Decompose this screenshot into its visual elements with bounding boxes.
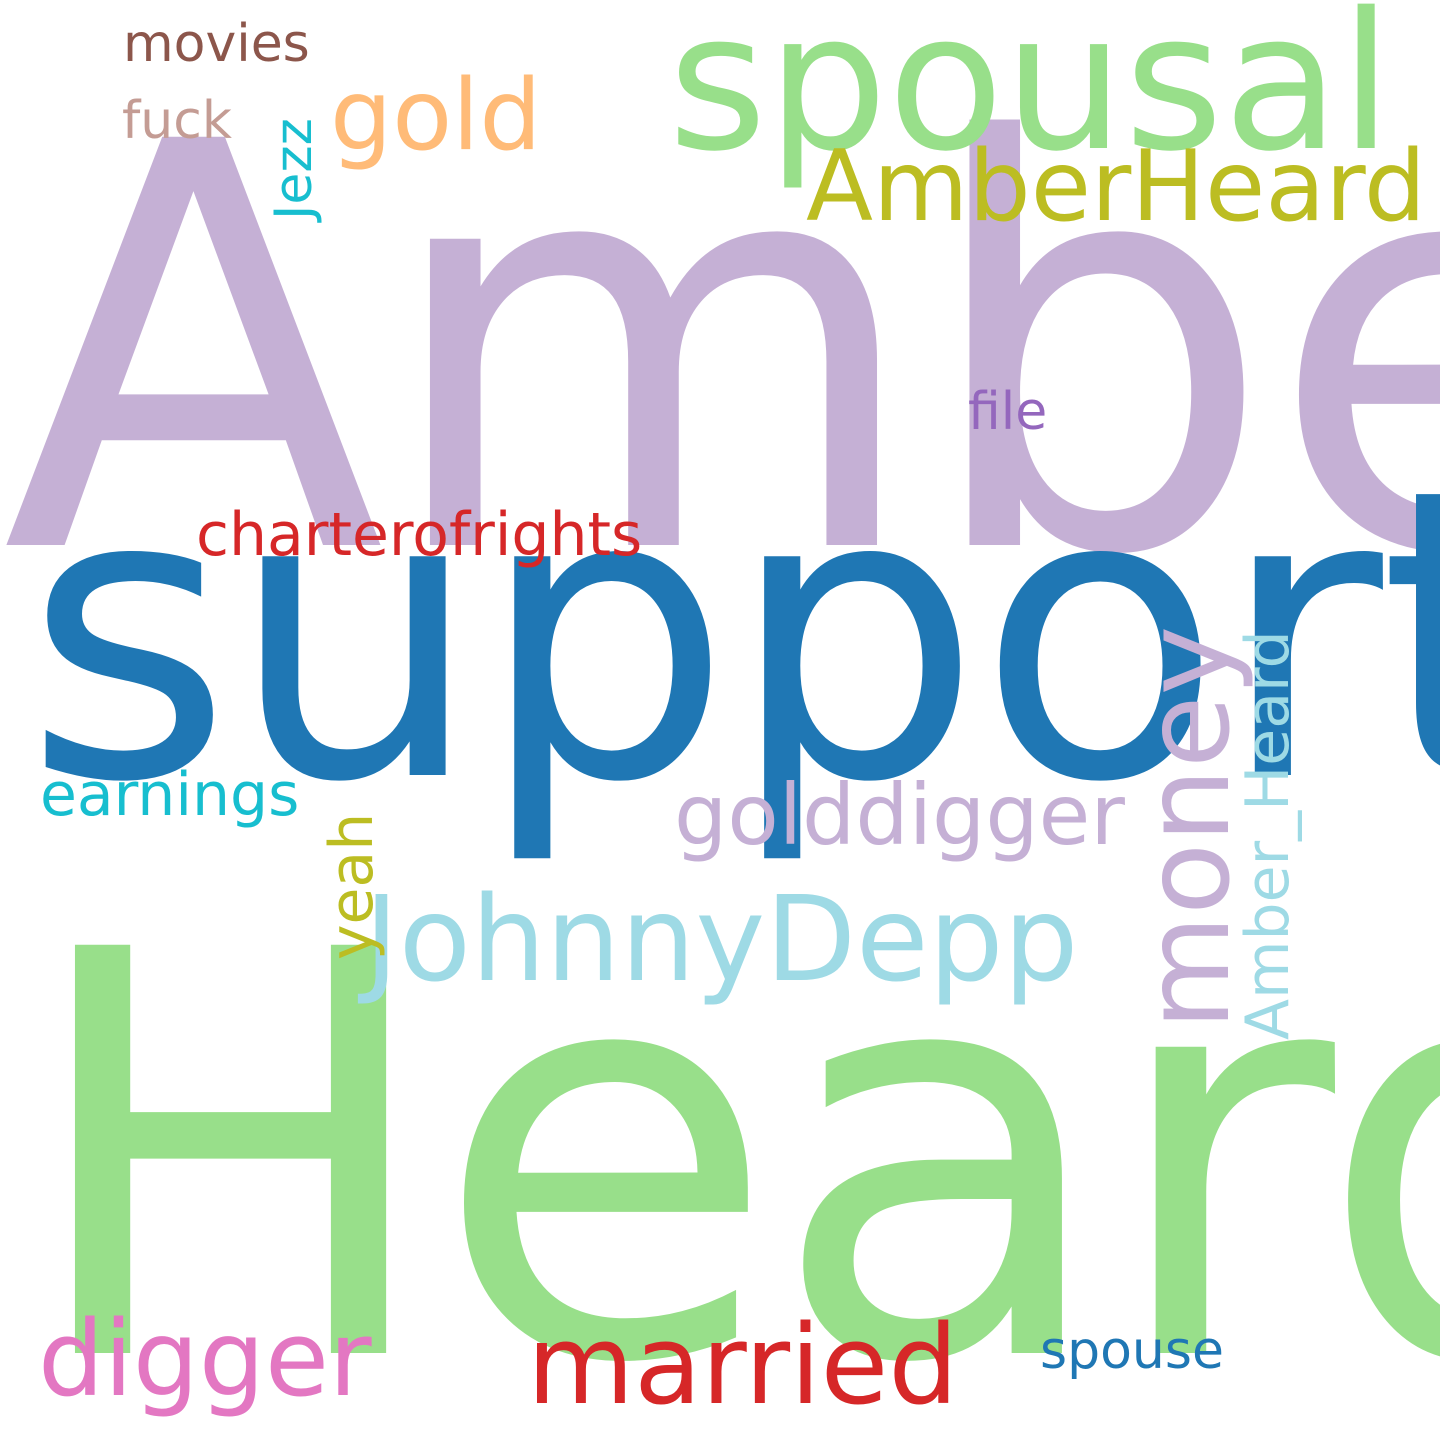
word-digger: digger xyxy=(38,1298,372,1420)
word-money: money xyxy=(1118,625,1256,1030)
word-jezz: Jezz xyxy=(264,118,324,220)
word-johnnydepp: JohnnyDepp xyxy=(364,870,1079,1008)
word-charterofrights: charterofrights xyxy=(196,500,643,570)
word-amber: Amber xyxy=(2,26,1440,678)
word-fuck: fuck xyxy=(122,91,232,151)
word-heard: Heard xyxy=(20,834,1440,1440)
word-earnings: earnings xyxy=(40,760,300,830)
word-movies: movies xyxy=(123,14,310,74)
word-gold: gold xyxy=(330,59,542,173)
word-spouse: spouse xyxy=(1040,1321,1224,1381)
word-file: file xyxy=(968,382,1048,442)
word-married: married xyxy=(527,1301,959,1429)
word-golddigger: golddigger xyxy=(674,766,1125,864)
word-yeah: yeah xyxy=(317,812,387,960)
word-support: support xyxy=(24,405,1440,870)
word-amberheard: AmberHeard xyxy=(806,130,1427,244)
word-spousal: spousal xyxy=(668,0,1393,193)
word-amber-heard: Amber_Heard xyxy=(1233,630,1303,1040)
